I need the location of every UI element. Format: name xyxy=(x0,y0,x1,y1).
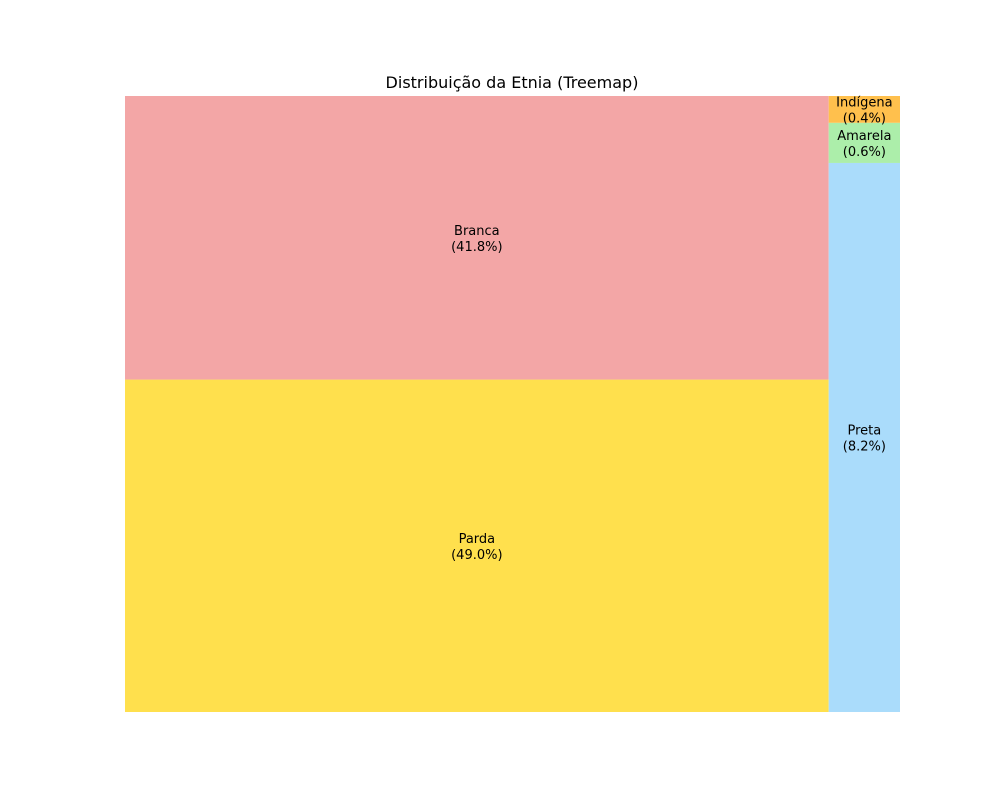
chart-title: Distribuição da Etnia (Treemap) xyxy=(386,73,639,92)
tile-branca xyxy=(125,96,829,380)
plot-area xyxy=(125,96,900,712)
tile-parda xyxy=(125,379,829,712)
tile-label-amarela: Amarela (0.6%) xyxy=(837,129,891,160)
tile-indigena xyxy=(828,96,900,123)
tile-label-parda: Parda (49.0%) xyxy=(451,532,502,563)
tile-preta xyxy=(828,162,900,712)
tile-label-branca: Branca (41.8%) xyxy=(451,224,502,255)
tile-amarela xyxy=(828,122,900,163)
tile-label-preta: Preta (8.2%) xyxy=(843,423,886,454)
tile-label-indigena: Indígena (0.4%) xyxy=(836,95,892,126)
